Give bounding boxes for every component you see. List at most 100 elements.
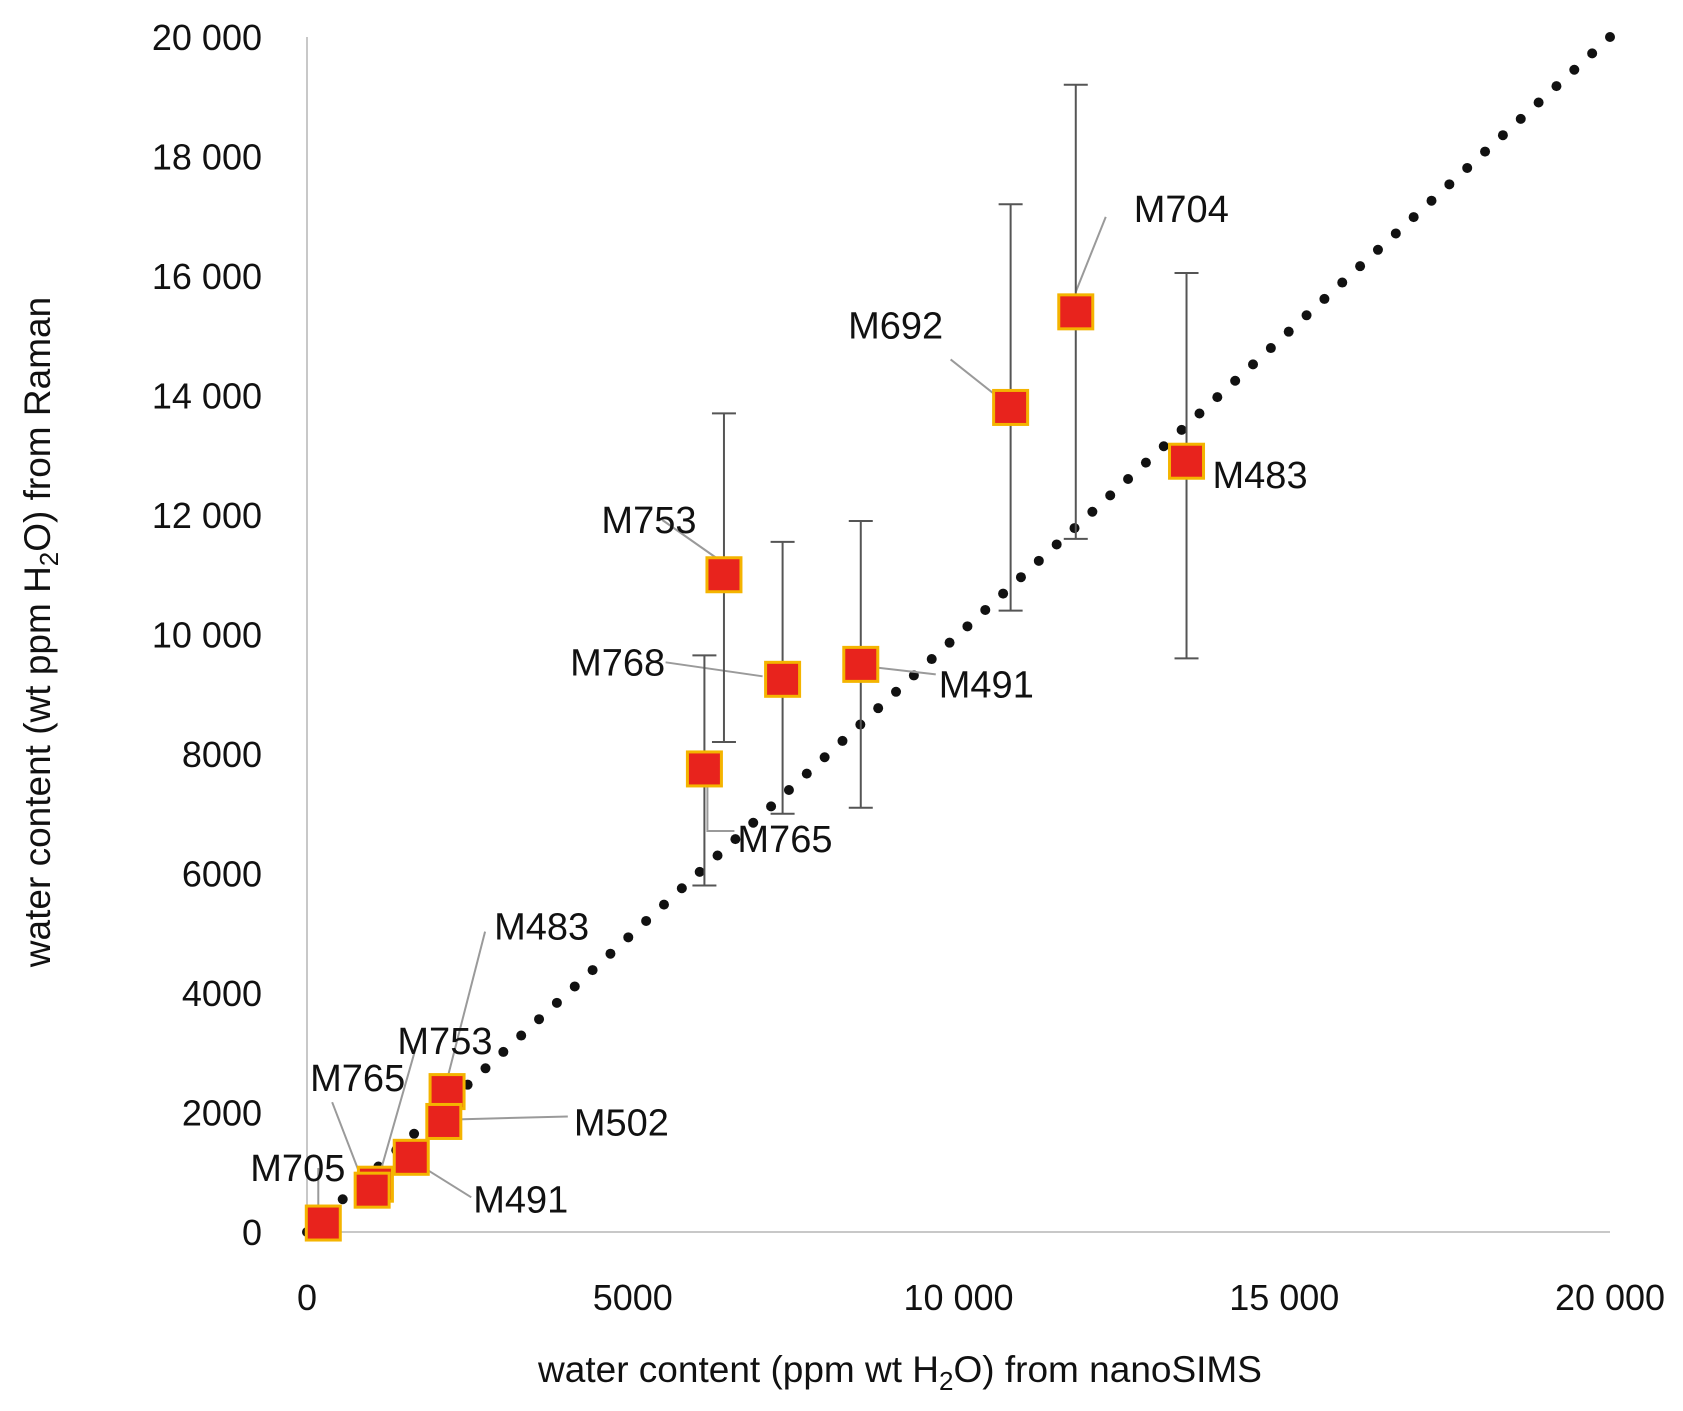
reference-dot — [1248, 359, 1259, 370]
reference-dot — [1337, 277, 1348, 288]
x-tick-label: 0 — [297, 1277, 317, 1318]
reference-dot — [1087, 506, 1098, 517]
reference-dot — [1069, 523, 1080, 534]
reference-dot — [551, 997, 562, 1008]
label-leader-line — [453, 1115, 568, 1121]
reference-dot — [1051, 539, 1062, 550]
x-tick-label: 20 000 — [1555, 1277, 1665, 1318]
reference-dot — [1587, 48, 1598, 59]
reference-dot — [1265, 343, 1276, 354]
reference-dot — [1462, 162, 1473, 173]
y-tick-label: 2000 — [182, 1093, 262, 1134]
y-tick-label: 10 000 — [152, 615, 262, 656]
reference-dot — [409, 1128, 420, 1139]
y-tick-label: 8000 — [182, 734, 262, 775]
reference-dot — [1444, 179, 1455, 190]
x-axis-title-after: O) from nanoSIMS — [954, 1349, 1262, 1390]
reference-dot — [1426, 195, 1437, 206]
label-leader-line — [874, 666, 936, 676]
reference-dot — [819, 752, 830, 763]
reference-dot — [623, 932, 634, 943]
reference-dot — [1480, 146, 1491, 157]
y-tick-label: 20 000 — [152, 17, 262, 58]
y-axis-title: water content (wt ppm H2O) from Raman — [17, 297, 64, 968]
data-point-marker — [764, 660, 802, 698]
point-label: M768 — [570, 642, 665, 684]
reference-dot — [1569, 64, 1580, 75]
reference-dot — [1194, 408, 1205, 419]
reference-dot — [1105, 490, 1116, 501]
reference-dot — [1372, 244, 1383, 255]
label-leader-line — [706, 780, 735, 832]
reference-dot — [498, 1046, 509, 1057]
point-label: M753 — [397, 1021, 492, 1063]
reference-dot — [1533, 97, 1544, 108]
point-label: M753 — [601, 500, 696, 542]
label-leader-line — [665, 661, 763, 678]
x-axis-title: water content (ppm wt H2O) from nanoSIMS — [537, 1349, 1262, 1396]
y-tick-label: 0 — [242, 1212, 262, 1253]
point-label: M765 — [310, 1058, 405, 1100]
reference-dot — [873, 703, 884, 714]
point-label: M704 — [1134, 189, 1229, 231]
point-label: M483 — [494, 907, 589, 949]
y-tick-label: 12 000 — [152, 495, 262, 536]
data-point-marker — [842, 645, 880, 683]
reference-dot — [534, 1014, 545, 1025]
reference-dot — [1355, 261, 1366, 272]
data-point-marker — [1057, 293, 1095, 331]
reference-dot — [766, 801, 777, 812]
data-point-marker — [304, 1204, 342, 1242]
reference-dot — [516, 1030, 527, 1041]
reference-dot — [1497, 130, 1508, 141]
x-axis-title-sub: 2 — [939, 1366, 953, 1396]
reference-dot — [783, 785, 794, 796]
reference-dot — [730, 834, 741, 845]
x-tick-labels: 0 5000 10 000 15 000 20 000 — [297, 1277, 1665, 1318]
reference-dot — [1408, 212, 1419, 223]
point-label: M483 — [1213, 455, 1308, 497]
reference-dot — [1176, 424, 1187, 435]
label-leader-line — [1074, 216, 1107, 293]
reference-dot — [1230, 375, 1241, 386]
reference-dot — [605, 948, 616, 959]
point-label: M491 — [473, 1179, 568, 1221]
reference-dot — [1283, 326, 1294, 337]
y-axis-title-after: O) from Raman — [17, 297, 58, 552]
reference-dot — [480, 1063, 491, 1074]
y-tick-label: 18 000 — [152, 137, 262, 178]
y-axis-title-before: water content (wt ppm H — [17, 566, 58, 968]
reference-dot — [587, 965, 598, 976]
data-point-marker — [353, 1171, 391, 1209]
data-point-marker — [1168, 442, 1206, 480]
label-leader-lines — [317, 216, 1107, 1219]
reference-dot — [694, 866, 705, 877]
point-label: M705 — [250, 1148, 345, 1190]
reference-dot — [837, 735, 848, 746]
label-leader-line — [446, 931, 487, 1080]
data-markers — [304, 293, 1206, 1242]
reference-dot — [658, 899, 669, 910]
reference-dot — [1123, 473, 1134, 484]
y-tick-labels: 0 2000 4000 6000 8000 10 000 12 000 14 000 16 00… — [152, 17, 262, 1253]
reference-dot — [1212, 392, 1223, 403]
data-point-marker — [685, 750, 723, 788]
error-bars — [692, 83, 1199, 887]
reference-dot — [1515, 113, 1526, 124]
point-labels: M704M692M483M753M768M491M765M483M502M491… — [250, 189, 1307, 1221]
reference-dot — [1015, 572, 1026, 583]
reference-dot — [1319, 293, 1330, 304]
label-leader-line — [661, 518, 720, 561]
data-point-marker — [392, 1138, 430, 1176]
axes — [306, 37, 1610, 1233]
point-label: M765 — [737, 819, 832, 861]
reference-dot — [712, 850, 723, 861]
reference-dot — [1033, 555, 1044, 566]
one-to-one-dotted-line — [302, 32, 1615, 1237]
y-tick-label: 4000 — [182, 973, 262, 1014]
reference-dot — [926, 654, 937, 665]
reference-dot — [748, 817, 759, 828]
point-label: M502 — [574, 1102, 669, 1144]
x-axis-title-before: water content (ppm wt H — [537, 1349, 939, 1390]
